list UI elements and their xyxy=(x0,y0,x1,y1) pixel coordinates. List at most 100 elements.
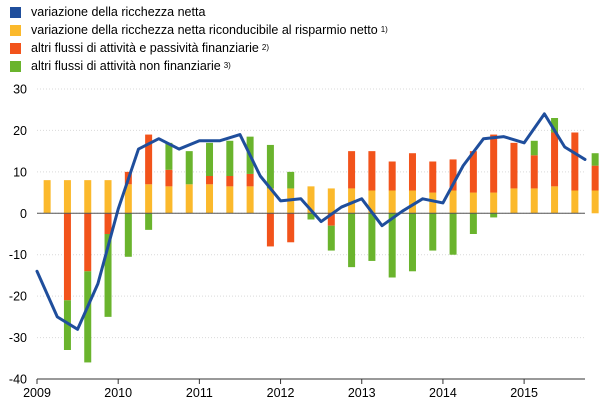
x-tick-label: 2013 xyxy=(348,386,376,400)
bar-segment xyxy=(287,171,295,189)
y-tick-label: 10 xyxy=(13,165,27,179)
x-tick-label: 2012 xyxy=(267,386,295,400)
bar-segment xyxy=(63,213,71,301)
bar-segment xyxy=(226,140,234,176)
bar-segment xyxy=(84,213,92,272)
bar-segment xyxy=(307,213,315,220)
net-wealth-line-group xyxy=(35,112,587,331)
legend-swatch xyxy=(10,60,21,72)
x-tick-label: 2014 xyxy=(429,386,457,400)
bar-segment xyxy=(165,142,173,170)
x-tick-label: 2010 xyxy=(104,386,132,400)
bar-segment xyxy=(165,186,173,214)
x-tick-labels: 2009 2010 2011 2012 2013 2014 2015 xyxy=(23,386,538,400)
chart-legend: variazione della ricchezza netta variazi… xyxy=(10,3,595,75)
legend-swatch xyxy=(10,24,21,36)
bar-segment xyxy=(266,188,274,214)
x-tick-label: 2015 xyxy=(510,386,538,400)
legend-label: altri flussi di attività e passività fin… xyxy=(31,41,259,55)
bar-segment xyxy=(490,213,498,218)
bar-segment xyxy=(307,186,315,214)
x-tick-label: 2011 xyxy=(186,386,213,400)
bar-segment xyxy=(145,134,153,185)
bar-segment xyxy=(571,132,579,191)
bar-segment xyxy=(348,151,356,189)
bar-segment xyxy=(510,142,518,189)
bar-segment xyxy=(388,190,396,214)
bar-segment xyxy=(348,188,356,214)
bar-segment xyxy=(327,188,335,214)
bar-segment xyxy=(510,188,518,214)
bar-segment xyxy=(551,186,559,214)
y-tick-label: -20 xyxy=(9,290,27,304)
y-tick-label: 30 xyxy=(13,83,27,97)
bar-segment xyxy=(429,192,437,214)
legend-item-ricchezza-netta: variazione della ricchezza netta xyxy=(10,3,595,21)
bar-segment xyxy=(551,132,559,187)
bar-segment xyxy=(490,134,498,193)
bar-segment xyxy=(226,186,234,214)
bar-segment xyxy=(84,180,92,214)
legend-label: altri flussi di attività non finanziarie xyxy=(31,59,221,73)
bar-segment xyxy=(206,184,214,214)
bar-segment xyxy=(591,190,599,214)
bar-segment xyxy=(408,190,416,214)
bar-segment xyxy=(530,155,538,189)
bar-segment xyxy=(124,184,132,214)
x-tick-label: 2009 xyxy=(23,386,51,400)
bar-segment xyxy=(429,161,437,193)
bar-segment xyxy=(185,151,193,185)
bar-segment xyxy=(571,190,579,214)
bar-segment xyxy=(449,213,457,255)
bar-group xyxy=(43,118,599,363)
bar-segment xyxy=(266,144,274,189)
bar-segment xyxy=(388,161,396,191)
bar-segment xyxy=(327,225,335,251)
bar-segment xyxy=(408,153,416,191)
y-tick-label: -40 xyxy=(9,373,27,387)
legend-label: variazione della ricchezza netta xyxy=(31,5,206,19)
bar-segment xyxy=(124,213,132,257)
y-tick-label: -30 xyxy=(9,331,27,345)
net-wealth-line xyxy=(35,112,587,331)
bar-segment xyxy=(84,271,92,363)
axes xyxy=(36,378,585,384)
bar-segment xyxy=(429,213,437,251)
bar-segment xyxy=(408,213,416,272)
bar-segment xyxy=(287,213,295,243)
bar-segment xyxy=(145,213,153,230)
bar-segment xyxy=(449,190,457,214)
bar-segment xyxy=(469,192,477,214)
legend-item-risparmio-netto: variazione della ricchezza netta ricondu… xyxy=(10,21,595,39)
bar-segment xyxy=(246,173,254,187)
bar-segment xyxy=(104,234,112,317)
bar-segment xyxy=(246,186,254,214)
bar-segment xyxy=(591,165,599,191)
bar-segment xyxy=(551,118,559,133)
bar-segment xyxy=(368,213,376,261)
bar-segment xyxy=(368,190,376,214)
legend-swatch xyxy=(10,42,21,54)
legend-item-flussi-finanziari: altri flussi di attività e passività fin… xyxy=(10,39,595,57)
bar-segment xyxy=(388,213,396,278)
bar-segment xyxy=(591,153,599,166)
grid-lines xyxy=(37,88,585,380)
y-tick-labels: 30 20 10 0 -10 -20 -30 -40 xyxy=(9,83,27,387)
bar-segment xyxy=(104,213,112,234)
bar-segment xyxy=(266,213,274,247)
bar-segment xyxy=(226,176,234,187)
bar-segment xyxy=(348,213,356,268)
y-tick-label: -10 xyxy=(9,248,27,262)
bar-segment xyxy=(63,300,71,350)
bar-segment xyxy=(185,184,193,214)
bar-segment xyxy=(469,213,477,234)
bar-segment xyxy=(449,159,457,191)
bar-segment xyxy=(490,192,498,214)
bar-segment xyxy=(206,142,214,176)
legend-label: variazione della ricchezza netta ricondu… xyxy=(31,23,378,37)
bar-segment xyxy=(165,169,173,187)
bar-segment xyxy=(104,180,112,214)
bar-segment xyxy=(530,188,538,214)
